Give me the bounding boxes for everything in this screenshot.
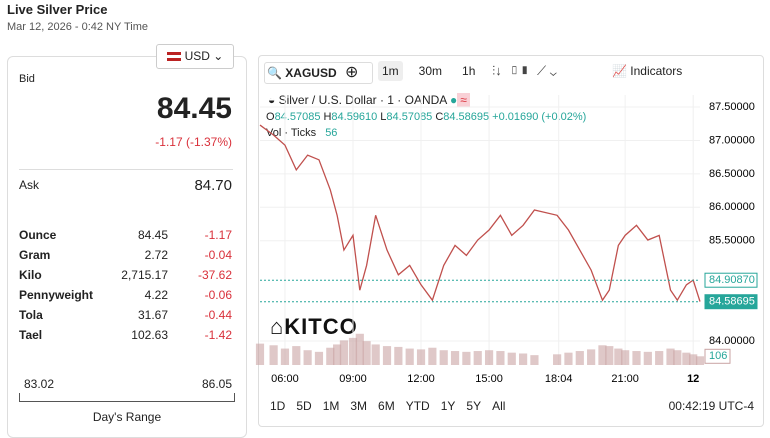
currency: USD <box>184 49 210 63</box>
add-button[interactable]: ⊕ <box>345 64 359 81</box>
date: Mar 12, 2026 - 0:42 NY Time <box>7 21 149 33</box>
title: Live Silver Price <box>7 2 108 17</box>
ohlc-item: 84.57085 <box>274 111 321 123</box>
unit-price: 2,715.17 <box>121 268 168 282</box>
bid: 84.45 <box>156 92 232 125</box>
ohlc-item: 84.59610 <box>331 111 378 123</box>
volume-legend: Vol · Ticks 56 <box>266 127 337 139</box>
ohlc-item: +0.01690 (+0.02%) <box>492 111 587 123</box>
interval-button[interactable]: 1h <box>462 64 476 78</box>
range-high: 86.05 <box>201 377 232 391</box>
range-button[interactable]: 1Y <box>440 399 456 413</box>
unit-change: -1.42 <box>204 328 232 342</box>
unit-price: 31.67 <box>137 308 168 322</box>
symbol-search[interactable]: 🔍 XAGUSD <box>264 62 373 84</box>
ohlc-item: 84.58695 <box>443 111 490 123</box>
range-low: 83.02 <box>24 377 55 391</box>
currency-select[interactable]: USD ⌄ <box>156 44 234 69</box>
unit-name: Ounce <box>19 228 57 242</box>
unit-change: -0.44 <box>204 308 232 322</box>
unit-price: 102.63 <box>131 328 168 342</box>
unit-change: -1.17 <box>204 228 232 242</box>
range-bar <box>19 393 235 402</box>
unit-name: Gram <box>19 248 51 262</box>
separator <box>19 169 233 170</box>
range-button[interactable]: All <box>492 399 506 413</box>
ohlc-item: O <box>266 111 275 123</box>
range-label: Day's Range <box>92 410 162 424</box>
watermark: ⌂KITCO <box>270 314 358 339</box>
ohlc-item: H <box>323 111 332 123</box>
change: -1.17 (-1.37%) <box>155 135 232 149</box>
unit-change: -0.04 <box>204 248 232 262</box>
unit-price: 84.45 <box>137 228 168 242</box>
unit-change: -37.62 <box>197 268 232 282</box>
range-button[interactable]: 5Y <box>466 399 482 413</box>
interval-button[interactable]: 1m <box>378 61 403 81</box>
symbol: XAGUSD <box>285 66 337 80</box>
unit-change: -0.06 <box>204 288 232 302</box>
unit-name: Kilo <box>19 268 42 282</box>
ask-label: Ask <box>19 178 40 192</box>
range-button[interactable]: 3M <box>350 399 368 413</box>
range-button[interactable]: 1M <box>322 399 340 413</box>
unit-price: 2.72 <box>144 248 168 262</box>
page: Live Silver Price Mar 12, 2026 - 0:42 NY… <box>7 2 764 438</box>
bid-label: Bid <box>19 73 35 85</box>
indicators-button[interactable]: 📈 Indicators <box>612 64 683 78</box>
ask: 84.70 <box>194 177 232 194</box>
ohlc-item: C <box>435 111 444 123</box>
range-button[interactable]: 1D <box>270 399 286 413</box>
clock: 00:42:19 UTC-4 <box>668 399 754 413</box>
range-button[interactable]: 6M <box>378 399 395 413</box>
chart-tools[interactable]: ⫶↓ ▯▮ ⟋ ⌄ <box>492 63 557 78</box>
watermark-text: KITCO <box>284 314 358 339</box>
unit-name: Pennyweight <box>19 288 94 302</box>
unit-price: 4.22 <box>144 288 168 302</box>
ohlc-item: 84.57085 <box>386 111 433 123</box>
volume-value: 56 <box>325 127 338 139</box>
unit-name: Tael <box>19 328 43 342</box>
legend-text: Silver / U.S. Dollar · 1 · OANDA <box>278 93 447 107</box>
ohlc-item: L <box>380 111 387 123</box>
range-button[interactable]: 5D <box>296 399 312 413</box>
legend: ◒ Silver / U.S. Dollar · 1 · OANDA ● ≈ <box>268 93 470 107</box>
range-button[interactable]: YTD <box>405 399 430 413</box>
indicators: Indicators <box>630 64 683 78</box>
interval-button[interactable]: 30m <box>418 64 443 78</box>
volume-label: Vol · Ticks <box>266 127 317 139</box>
unit-name: Tola <box>19 308 43 322</box>
